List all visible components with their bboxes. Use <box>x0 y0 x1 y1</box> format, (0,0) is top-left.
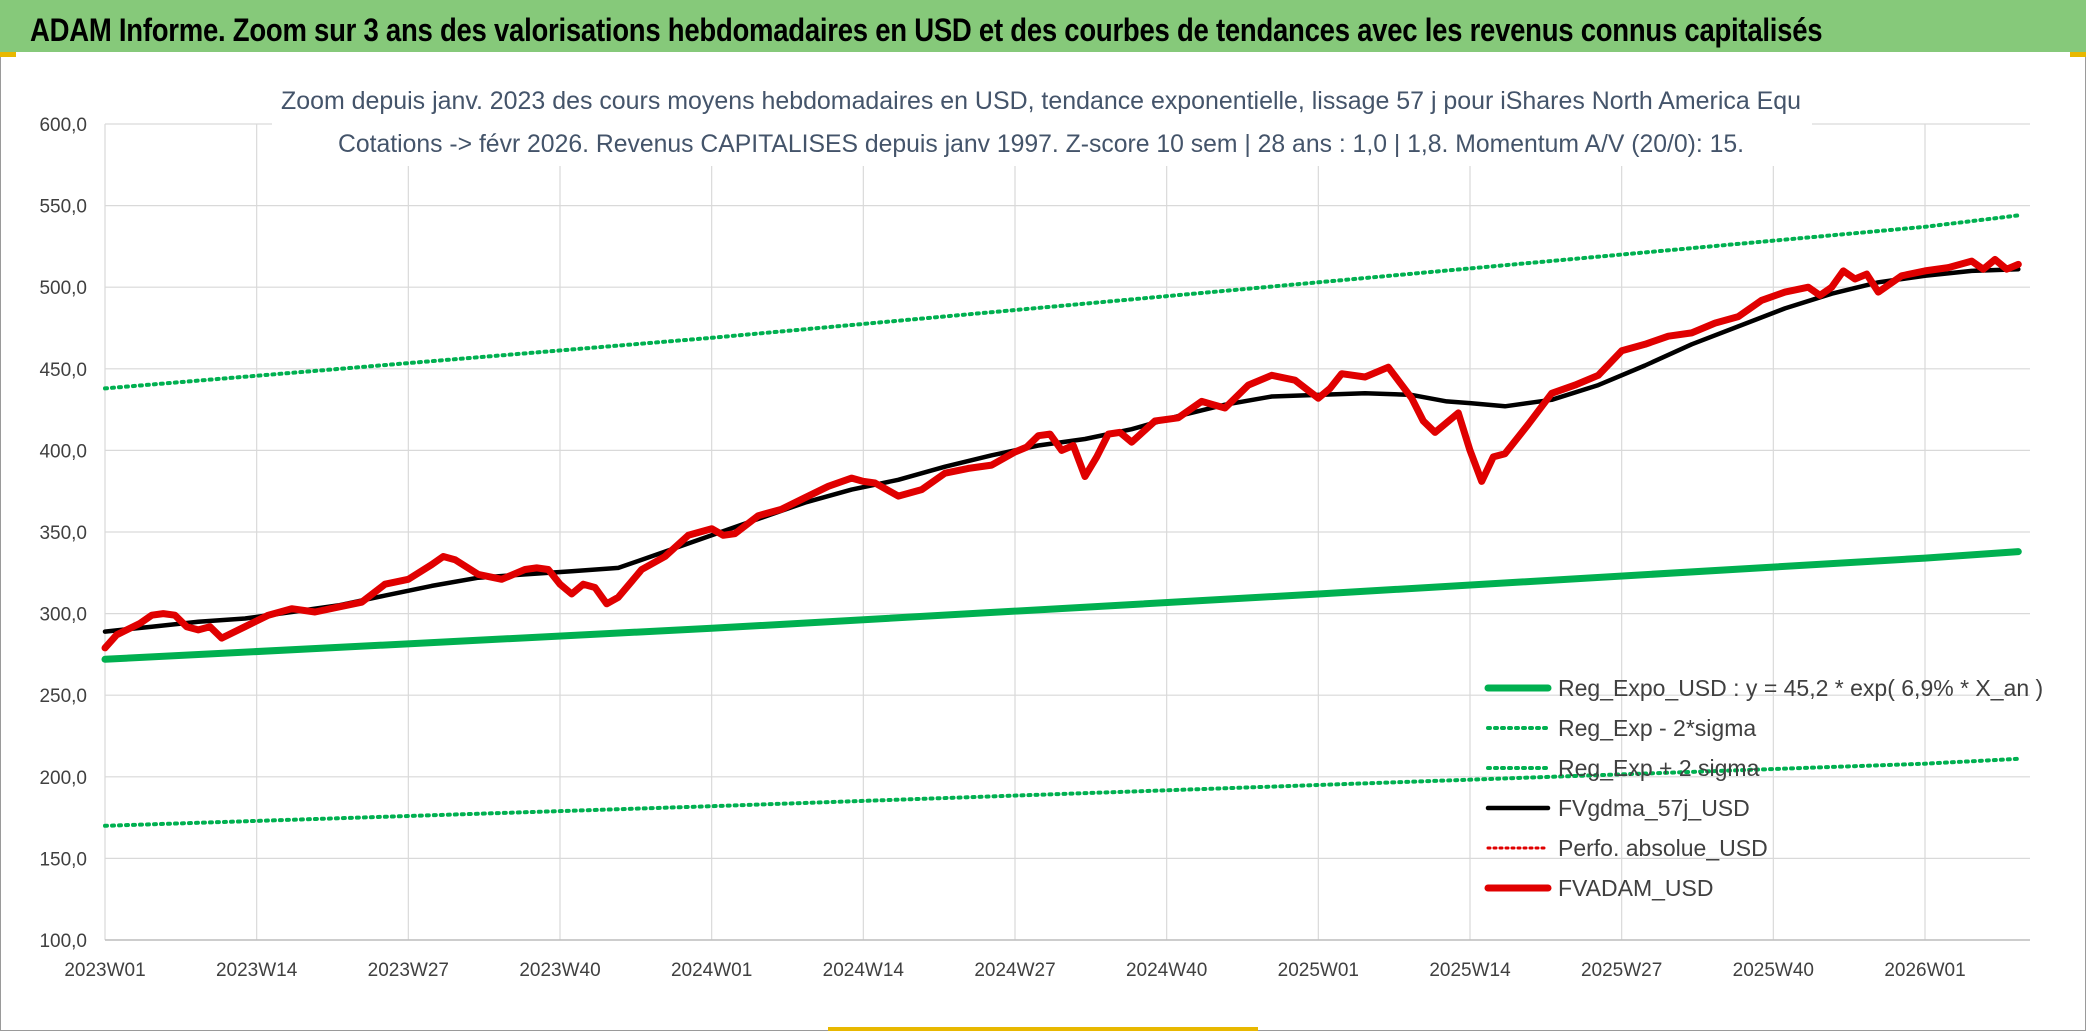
series-line-fvadam <box>105 260 2018 648</box>
x-tick-label: 2025W40 <box>1733 960 1814 981</box>
x-tick-label: 2024W01 <box>671 960 752 981</box>
chart: 100,0 150,0 200,0 250,0 300,0 350,0 400,0 450,0… <box>0 0 2086 1031</box>
x-tick-label: 2026W01 <box>1884 960 1965 981</box>
legend-label: FVADAM_USD <box>1558 875 1714 901</box>
legend-label: Reg_Exp + 2 sigma <box>1558 755 1760 781</box>
x-tick-label: 2024W27 <box>974 960 1055 981</box>
legend-label: Perfo. absolue_USD <box>1558 835 1768 861</box>
y-tick-label: 500,0 <box>39 278 87 299</box>
x-tick-label: 2025W27 <box>1581 960 1662 981</box>
x-tick-label: 2025W01 <box>1278 960 1359 981</box>
x-tick-label: 2024W14 <box>823 960 905 981</box>
x-tick-label: 2023W40 <box>519 960 600 981</box>
series-line-reg-expo <box>105 552 2018 660</box>
x-tick-label: 2023W27 <box>368 960 449 981</box>
legend-label: Reg_Exp - 2*sigma <box>1558 715 1756 741</box>
y-tick-label: 600,0 <box>39 115 87 136</box>
chart-title-line-1: Zoom depuis janv. 2023 des cours moyens … <box>281 87 1801 115</box>
x-tick-label: 2023W14 <box>216 960 298 981</box>
y-tick-label: 150,0 <box>39 849 87 870</box>
y-tick-label: 100,0 <box>39 931 87 952</box>
y-tick-label: 250,0 <box>39 686 87 707</box>
legend: Reg_Expo_USD : y = 45,2 * exp( 6,9% * X_… <box>1488 675 2043 901</box>
y-tick-label: 350,0 <box>39 523 87 544</box>
x-tick-label: 2024W40 <box>1126 960 1207 981</box>
chart-title-line-2: Cotations -> févr 2026. Revenus CAPITALI… <box>338 130 1744 158</box>
y-tick-label: 550,0 <box>39 197 87 218</box>
legend-label: Reg_Expo_USD : y = 45,2 * exp( 6,9% * X_… <box>1558 675 2043 701</box>
series-line-reg-plus <box>105 215 2018 388</box>
y-tick-label: 300,0 <box>39 605 87 626</box>
y-tick-label: 450,0 <box>39 360 87 381</box>
legend-label: FVgdma_57j_USD <box>1558 795 1750 821</box>
x-tick-label: 2023W01 <box>64 960 145 981</box>
x-tick-label: 2025W14 <box>1429 960 1511 981</box>
y-tick-label: 200,0 <box>39 768 87 789</box>
y-tick-label: 400,0 <box>39 441 87 462</box>
